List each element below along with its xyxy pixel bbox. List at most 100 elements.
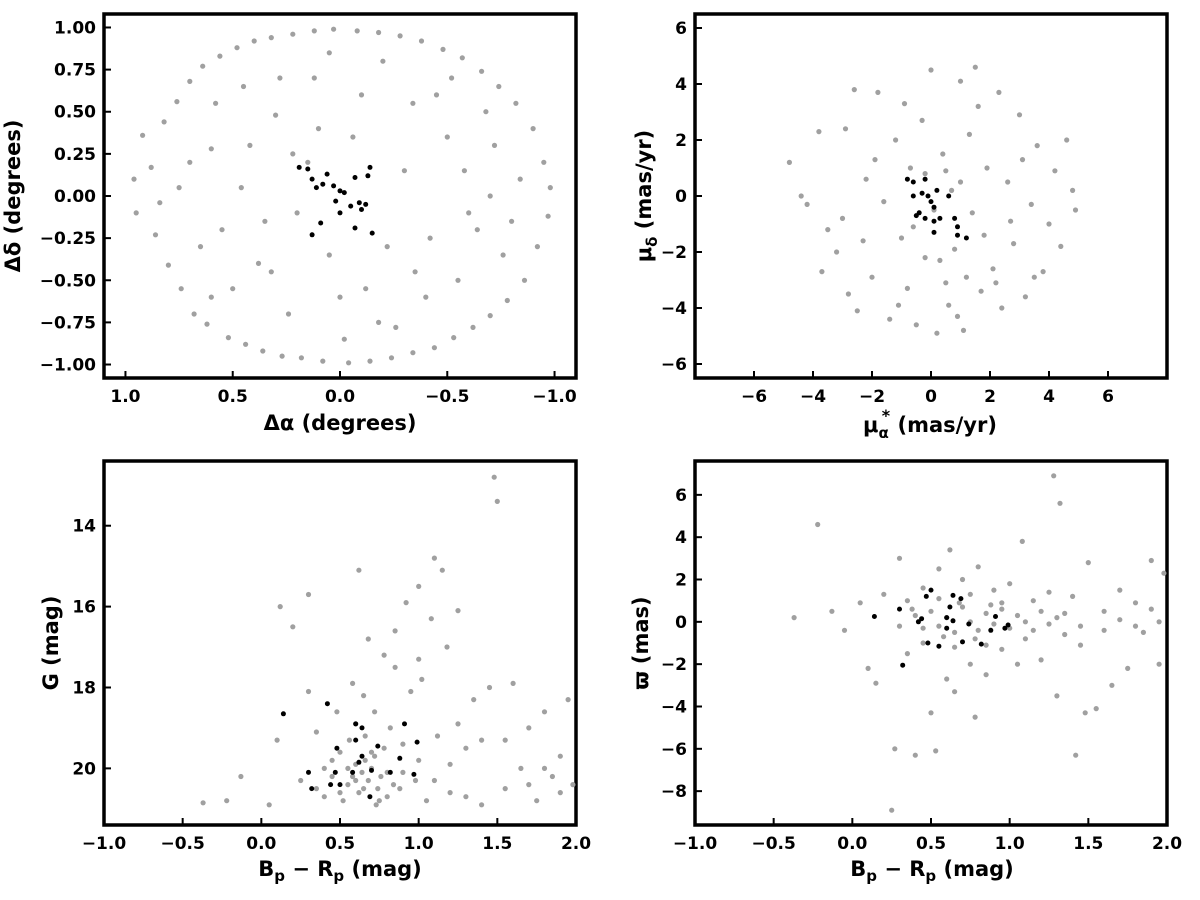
field-star-point-43: [418, 38, 425, 44]
member-star-point-19: [402, 721, 407, 727]
field-star-point-51: [1070, 187, 1076, 193]
member-star-point-5: [332, 769, 338, 775]
member-star-point-19: [946, 193, 952, 199]
field-star-point-68: [860, 238, 866, 244]
member-star-point-6: [925, 640, 931, 646]
field-star-point-31: [1030, 598, 1036, 604]
field-star-point-23: [928, 67, 934, 73]
field-star-point-70: [1046, 621, 1052, 627]
field-star-point-35: [1051, 473, 1057, 479]
member-star-point-10: [944, 625, 950, 631]
field-star-point-97: [412, 269, 418, 275]
field-star-point-23: [975, 564, 981, 570]
member-star-point-15: [960, 639, 965, 645]
field-star-point-78: [326, 252, 332, 258]
x-tick-label: −1.0: [82, 834, 127, 854]
field-star-point-36: [984, 165, 990, 171]
field-star-point-31: [416, 583, 422, 590]
field-star-point-79: [896, 623, 903, 629]
field-star-point-56: [570, 782, 576, 788]
field-star-point-69: [1038, 608, 1044, 614]
member-star-point-7: [337, 782, 343, 788]
field-star-point-15: [225, 335, 231, 341]
field-star-point-1: [224, 798, 230, 804]
x-axis-label: Bp − Rp (mag): [258, 857, 422, 885]
x-tick-label: −2: [859, 387, 885, 407]
member-star-point-2: [922, 176, 928, 182]
field-star-point-63: [365, 777, 371, 784]
member-star-point-10: [353, 721, 359, 727]
field-star-point-54: [895, 302, 902, 308]
field-star-point-17: [898, 235, 905, 241]
field-star-point-27: [298, 355, 304, 361]
field-star-point-71: [230, 286, 236, 292]
member-star-point-1: [897, 606, 902, 612]
field-star-point-33: [1046, 589, 1052, 595]
y-tick-label: 6: [675, 19, 687, 39]
field-star-point-60: [356, 790, 362, 796]
y-tick-label: 14: [72, 517, 96, 537]
member-star-point-14: [952, 215, 958, 221]
field-star-point-72: [247, 142, 253, 148]
field-star-point-55: [496, 83, 502, 90]
field-star-point-5: [825, 227, 831, 233]
field-star-point-93: [526, 782, 532, 788]
x-tick-label: 0.5: [218, 387, 248, 407]
field-star-point-58: [952, 629, 958, 636]
field-star-point-39: [388, 355, 395, 361]
field-star-point-0: [140, 132, 146, 138]
field-star-point-29: [408, 688, 414, 695]
field-star-point-15: [887, 316, 893, 322]
field-star-point-78: [400, 769, 406, 776]
field-star-point-42: [410, 350, 416, 356]
field-star-point-11: [904, 651, 911, 657]
field-star-point-18: [947, 547, 953, 553]
field-star-point-32: [419, 676, 425, 683]
field-star-point-87: [461, 168, 467, 174]
x-tick-label: 1.0: [110, 387, 140, 407]
member-star-point-17: [963, 235, 969, 241]
field-star-point-49: [1140, 629, 1146, 636]
field-star-point-67: [133, 210, 139, 216]
field-star-point-2: [238, 773, 244, 780]
field-star-point-46: [440, 46, 446, 53]
x-tick-label: 1.5: [1073, 834, 1103, 854]
field-star-point-86: [1077, 623, 1084, 629]
y-axis-label: ϖ (mas): [629, 596, 653, 689]
field-star-point-80: [363, 286, 369, 292]
field-star-point-11: [863, 176, 869, 182]
field-star-point-4: [857, 600, 863, 606]
field-star-point-28: [311, 28, 317, 34]
member-star-point-14: [958, 596, 964, 602]
field-star-point-45: [431, 345, 437, 351]
field-star-point-75: [285, 311, 292, 317]
field-star-point-30: [957, 78, 964, 84]
field-star-point-15: [353, 777, 359, 784]
field-star-point-90: [509, 218, 515, 224]
field-star-point-54: [487, 313, 493, 319]
x-tick-label: −1.0: [532, 387, 577, 407]
field-star-point-55: [946, 302, 952, 308]
field-star-point-61: [359, 769, 365, 776]
field-star-point-8: [889, 807, 895, 813]
field-star-point-32: [1038, 657, 1044, 663]
field-star-point-67: [1022, 619, 1028, 625]
field-star-point-44: [1101, 608, 1107, 614]
x-tick-label: 1.5: [482, 834, 512, 854]
field-star-point-10: [321, 794, 327, 800]
field-star-point-0: [791, 615, 797, 621]
field-star-point-43: [1022, 294, 1028, 300]
field-star-point-19: [907, 165, 914, 171]
field-star-point-92: [208, 294, 214, 300]
member-star-point-18: [988, 627, 994, 633]
field-star-point-77: [390, 782, 397, 788]
field-star-point-64: [981, 232, 987, 238]
x-tick-label: −0.5: [160, 834, 204, 854]
field-star-point-41: [1011, 241, 1017, 247]
field-star-point-69: [197, 244, 204, 250]
y-tick-label: −6: [661, 355, 687, 375]
field-star-point-14: [350, 680, 356, 687]
field-star-point-27: [1007, 581, 1013, 587]
x-tick-label: 6: [1102, 387, 1114, 407]
